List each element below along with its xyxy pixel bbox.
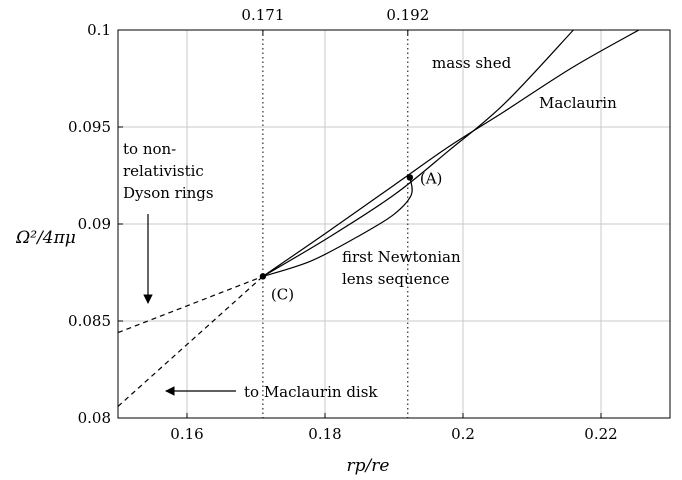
point-a — [406, 174, 414, 181]
top-tick-label: 0.171 — [241, 6, 284, 24]
y-axis-label-text: Ω²/4πμ — [15, 228, 76, 248]
points: (A) (C) — [259, 169, 443, 303]
series-to-maclaurin-disk — [117, 275, 264, 407]
annotation-maclaurin: Maclaurin — [539, 94, 617, 112]
point-c — [259, 273, 267, 280]
y-axis-label: Ω²/4πμ — [15, 228, 76, 248]
annotation-dyson-line3: Dyson rings — [123, 184, 214, 202]
grid — [118, 30, 670, 418]
annotation-dyson-line2: relativistic — [123, 162, 204, 180]
annotation-dyson-line1: to non- — [123, 140, 176, 158]
annotation-mass-shed: mass shed — [432, 54, 512, 72]
y-tick-label: 0.095 — [68, 118, 111, 136]
x-tick-label: 0.18 — [308, 425, 341, 443]
series-maclaurin — [262, 29, 640, 277]
point-label-c: (C) — [271, 285, 294, 303]
x-axis-label: rp/re — [347, 456, 390, 476]
y-tick-label: 0.085 — [68, 312, 111, 330]
x-tick-label: 0.22 — [584, 425, 617, 443]
annotation-lens-line2: lens sequence — [342, 270, 450, 288]
x-tick-label: 0.2 — [451, 425, 475, 443]
series-to-non-relativistic-dyson-rings — [117, 275, 264, 334]
series-first-newtonian-lens-sequence — [262, 177, 413, 277]
series-mass-shed — [262, 29, 574, 277]
y-tick-label: 0.1 — [87, 21, 111, 39]
guide-lines — [262, 30, 409, 418]
annotation-lens-line1: first Newtonian — [342, 248, 461, 266]
series — [117, 29, 640, 407]
y-tick-label: 0.08 — [78, 409, 111, 427]
y-tick-label: 0.09 — [78, 215, 111, 233]
annotation-maclaurin-disk: to Maclaurin disk — [244, 383, 378, 401]
x-tick-label: 0.16 — [170, 425, 203, 443]
ticks: 0.16 0.18 0.2 0.22 0.08 0.085 0.09 0.095 0.1 0.17… — [68, 6, 618, 443]
top-tick-label: 0.192 — [386, 6, 429, 24]
x-axis-label-text: rp/re — [347, 456, 390, 476]
point-label-a: (A) — [420, 169, 443, 187]
